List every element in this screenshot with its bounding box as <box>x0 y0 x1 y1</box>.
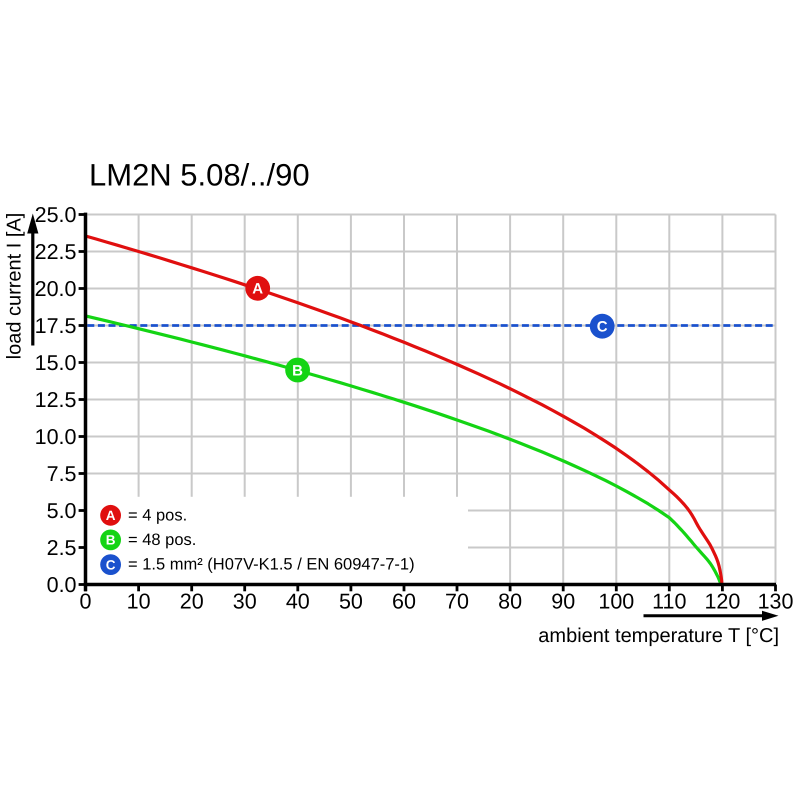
svg-text:30: 30 <box>233 590 257 614</box>
svg-text:50: 50 <box>339 590 363 614</box>
svg-text:10: 10 <box>127 590 151 614</box>
svg-text:25.0: 25.0 <box>35 203 77 227</box>
svg-text:20.0: 20.0 <box>35 277 77 301</box>
svg-text:110: 110 <box>652 590 686 614</box>
svg-text:60: 60 <box>392 590 416 614</box>
svg-text:A: A <box>252 281 263 298</box>
svg-text:80: 80 <box>498 590 522 614</box>
svg-text:C: C <box>106 557 116 572</box>
svg-text:0: 0 <box>80 590 92 614</box>
svg-text:load current I [A]: load current I [A] <box>3 213 25 360</box>
svg-text:70: 70 <box>445 590 469 614</box>
svg-text:B: B <box>106 533 116 548</box>
svg-text:0.0: 0.0 <box>47 573 77 597</box>
svg-text:17.5: 17.5 <box>35 314 77 338</box>
svg-text:12.5: 12.5 <box>35 388 77 412</box>
svg-text:22.5: 22.5 <box>35 240 77 264</box>
svg-text:40: 40 <box>286 590 310 614</box>
svg-text:100: 100 <box>598 590 634 614</box>
svg-text:C: C <box>597 319 608 336</box>
svg-text:130: 130 <box>758 590 794 614</box>
svg-text:20: 20 <box>180 590 204 614</box>
svg-text:A: A <box>106 508 116 523</box>
svg-text:7.5: 7.5 <box>47 462 77 486</box>
svg-text:= 1.5 mm² (H07V-K1.5 / EN 6094: = 1.5 mm² (H07V-K1.5 / EN 60947-7-1) <box>128 556 415 574</box>
svg-text:90: 90 <box>551 590 575 614</box>
svg-text:= 4 pos.: = 4 pos. <box>128 506 187 524</box>
svg-text:LM2N 5.08/../90: LM2N 5.08/../90 <box>89 158 310 193</box>
svg-text:2.5: 2.5 <box>47 536 77 560</box>
svg-text:ambient temperature T [°C]: ambient temperature T [°C] <box>538 625 779 647</box>
svg-text:5.0: 5.0 <box>47 499 77 523</box>
svg-text:= 48 pos.: = 48 pos. <box>128 531 196 549</box>
svg-text:120: 120 <box>704 590 740 614</box>
svg-text:B: B <box>292 362 303 379</box>
svg-text:15.0: 15.0 <box>35 351 77 375</box>
svg-text:10.0: 10.0 <box>35 425 77 449</box>
